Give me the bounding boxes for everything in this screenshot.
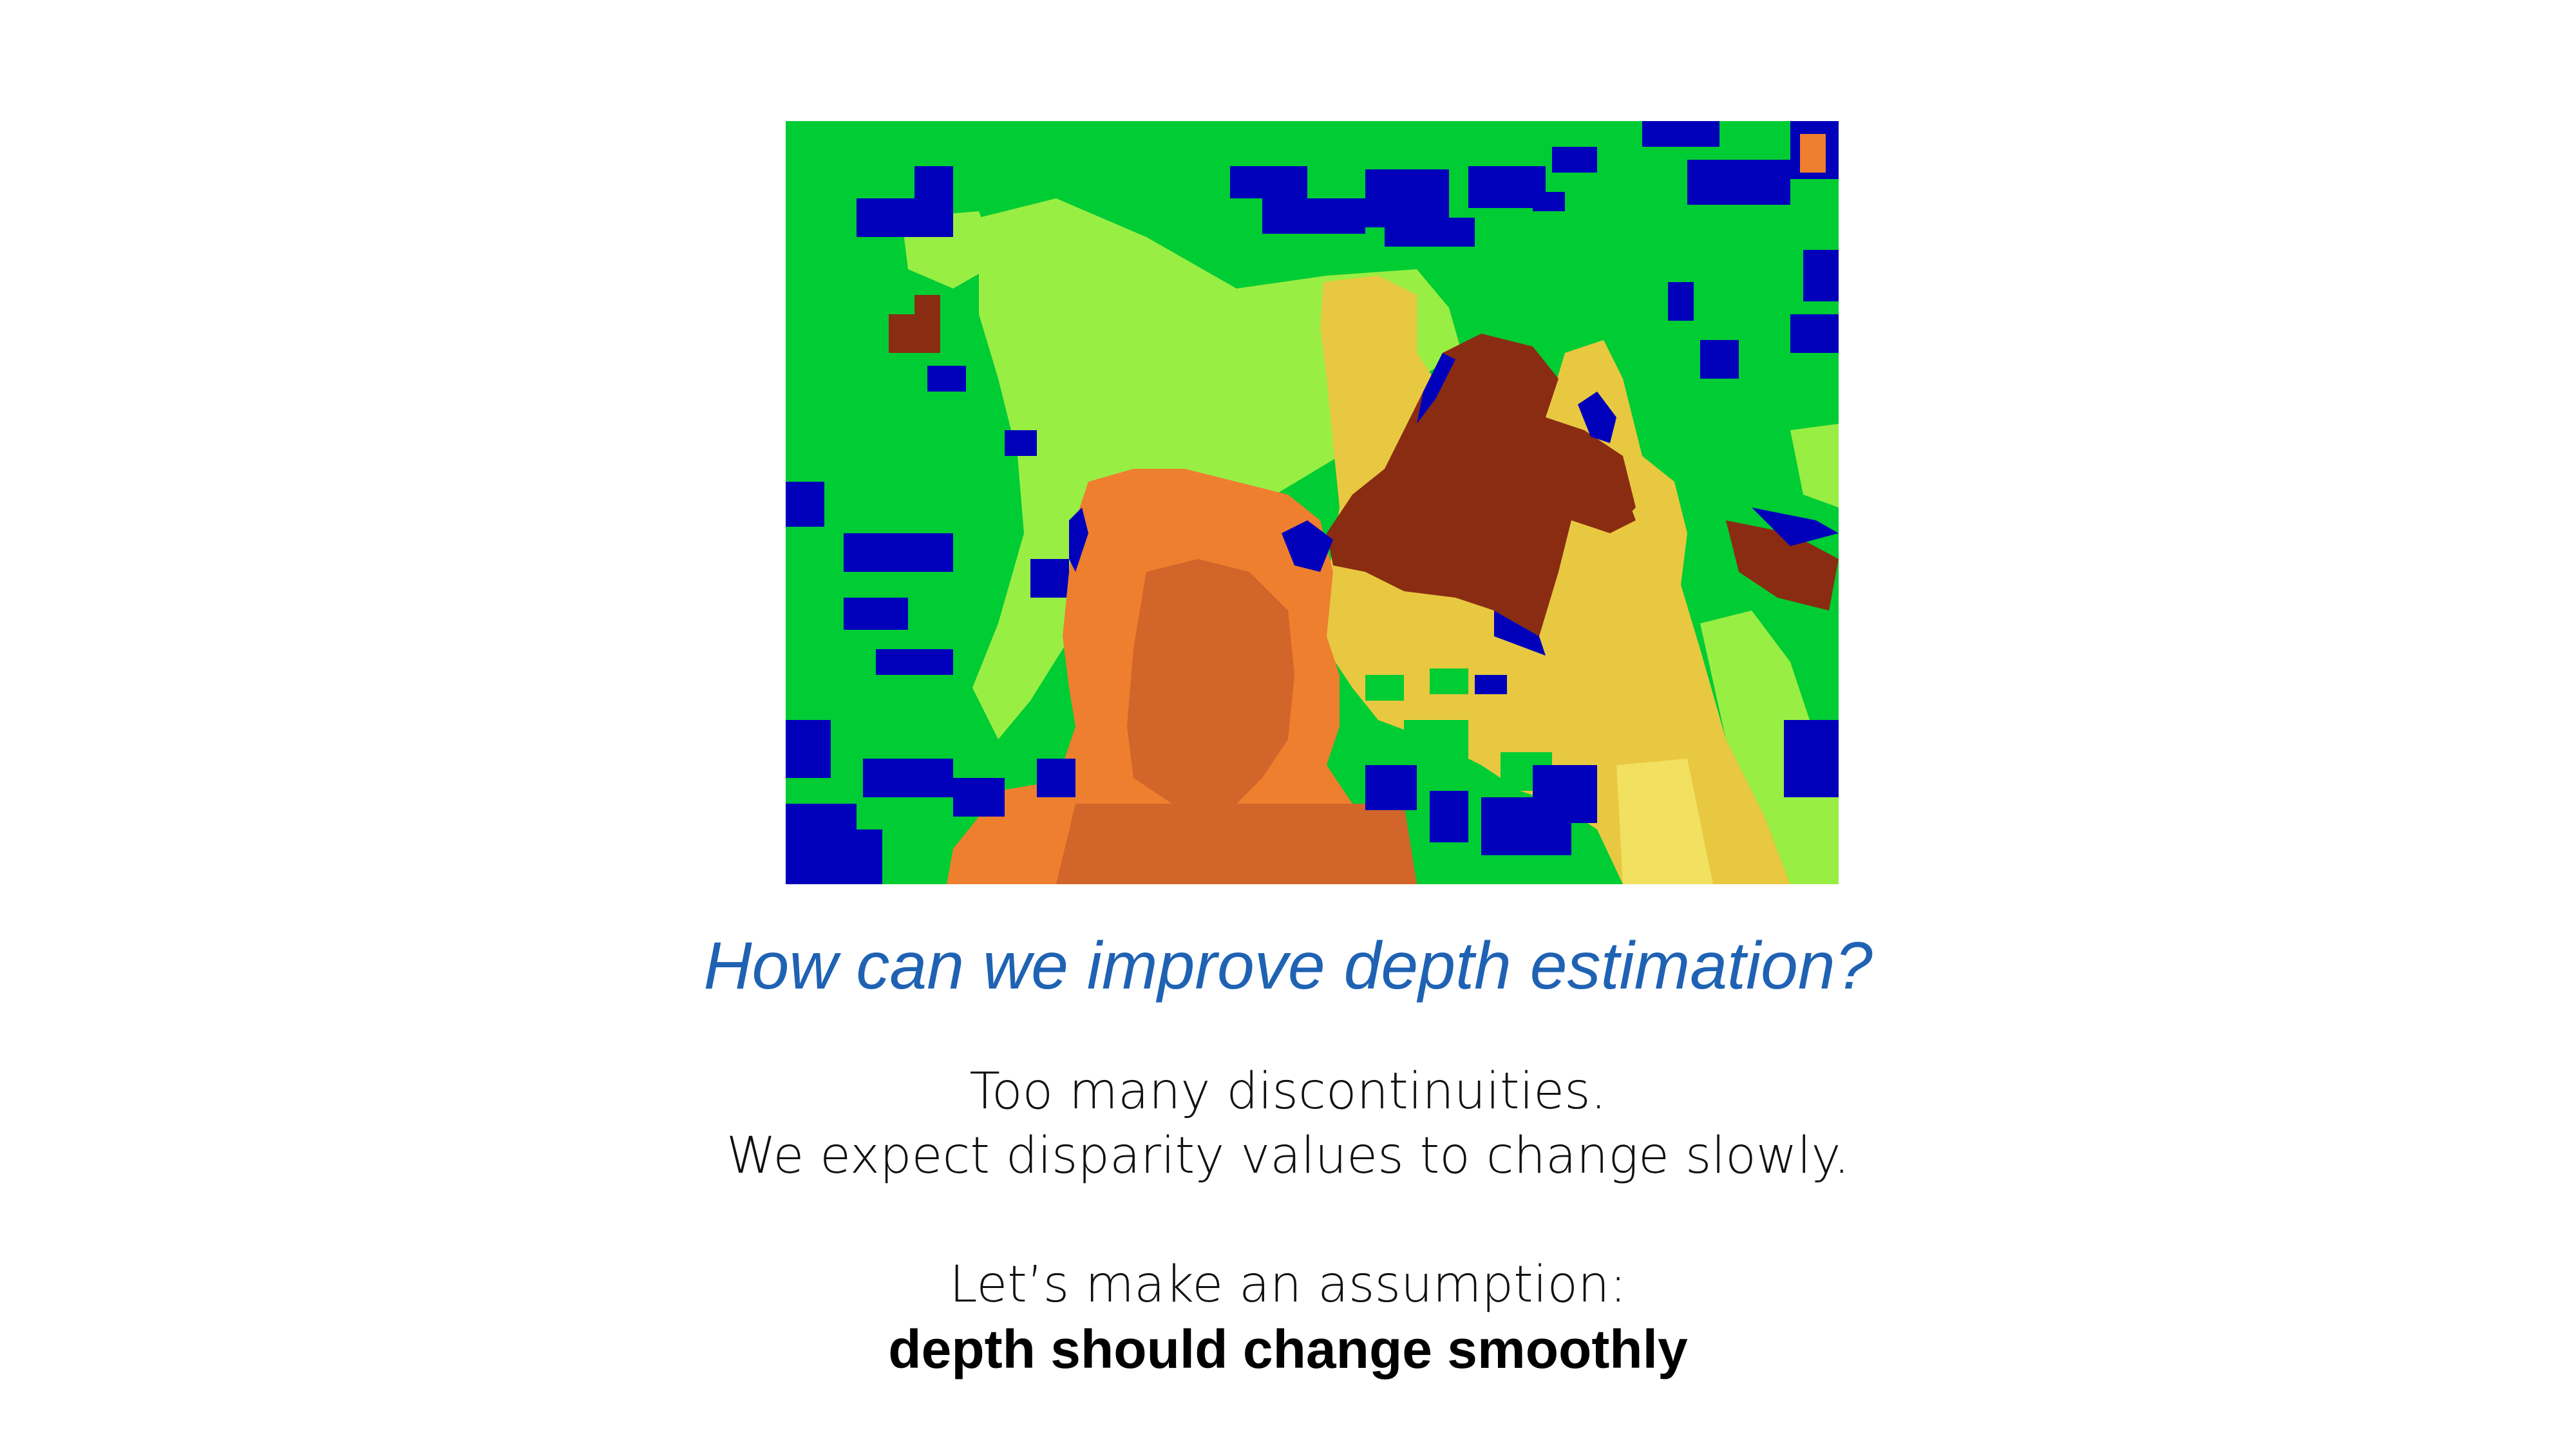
body-line-discontinuities: Too many discontinuities. [969, 1063, 1607, 1121]
slide-title: How can we improve depth estimation? [703, 929, 1873, 1003]
body-line-assumption: Let’s make an assumption: [949, 1256, 1627, 1314]
disparity-map-image [786, 121, 1839, 884]
disparity-map-graphic [786, 121, 1839, 884]
body-line-conclusion: depth should change smoothly [888, 1319, 1688, 1379]
body-line-expectation: We expect disparity values to change slo… [726, 1127, 1850, 1185]
